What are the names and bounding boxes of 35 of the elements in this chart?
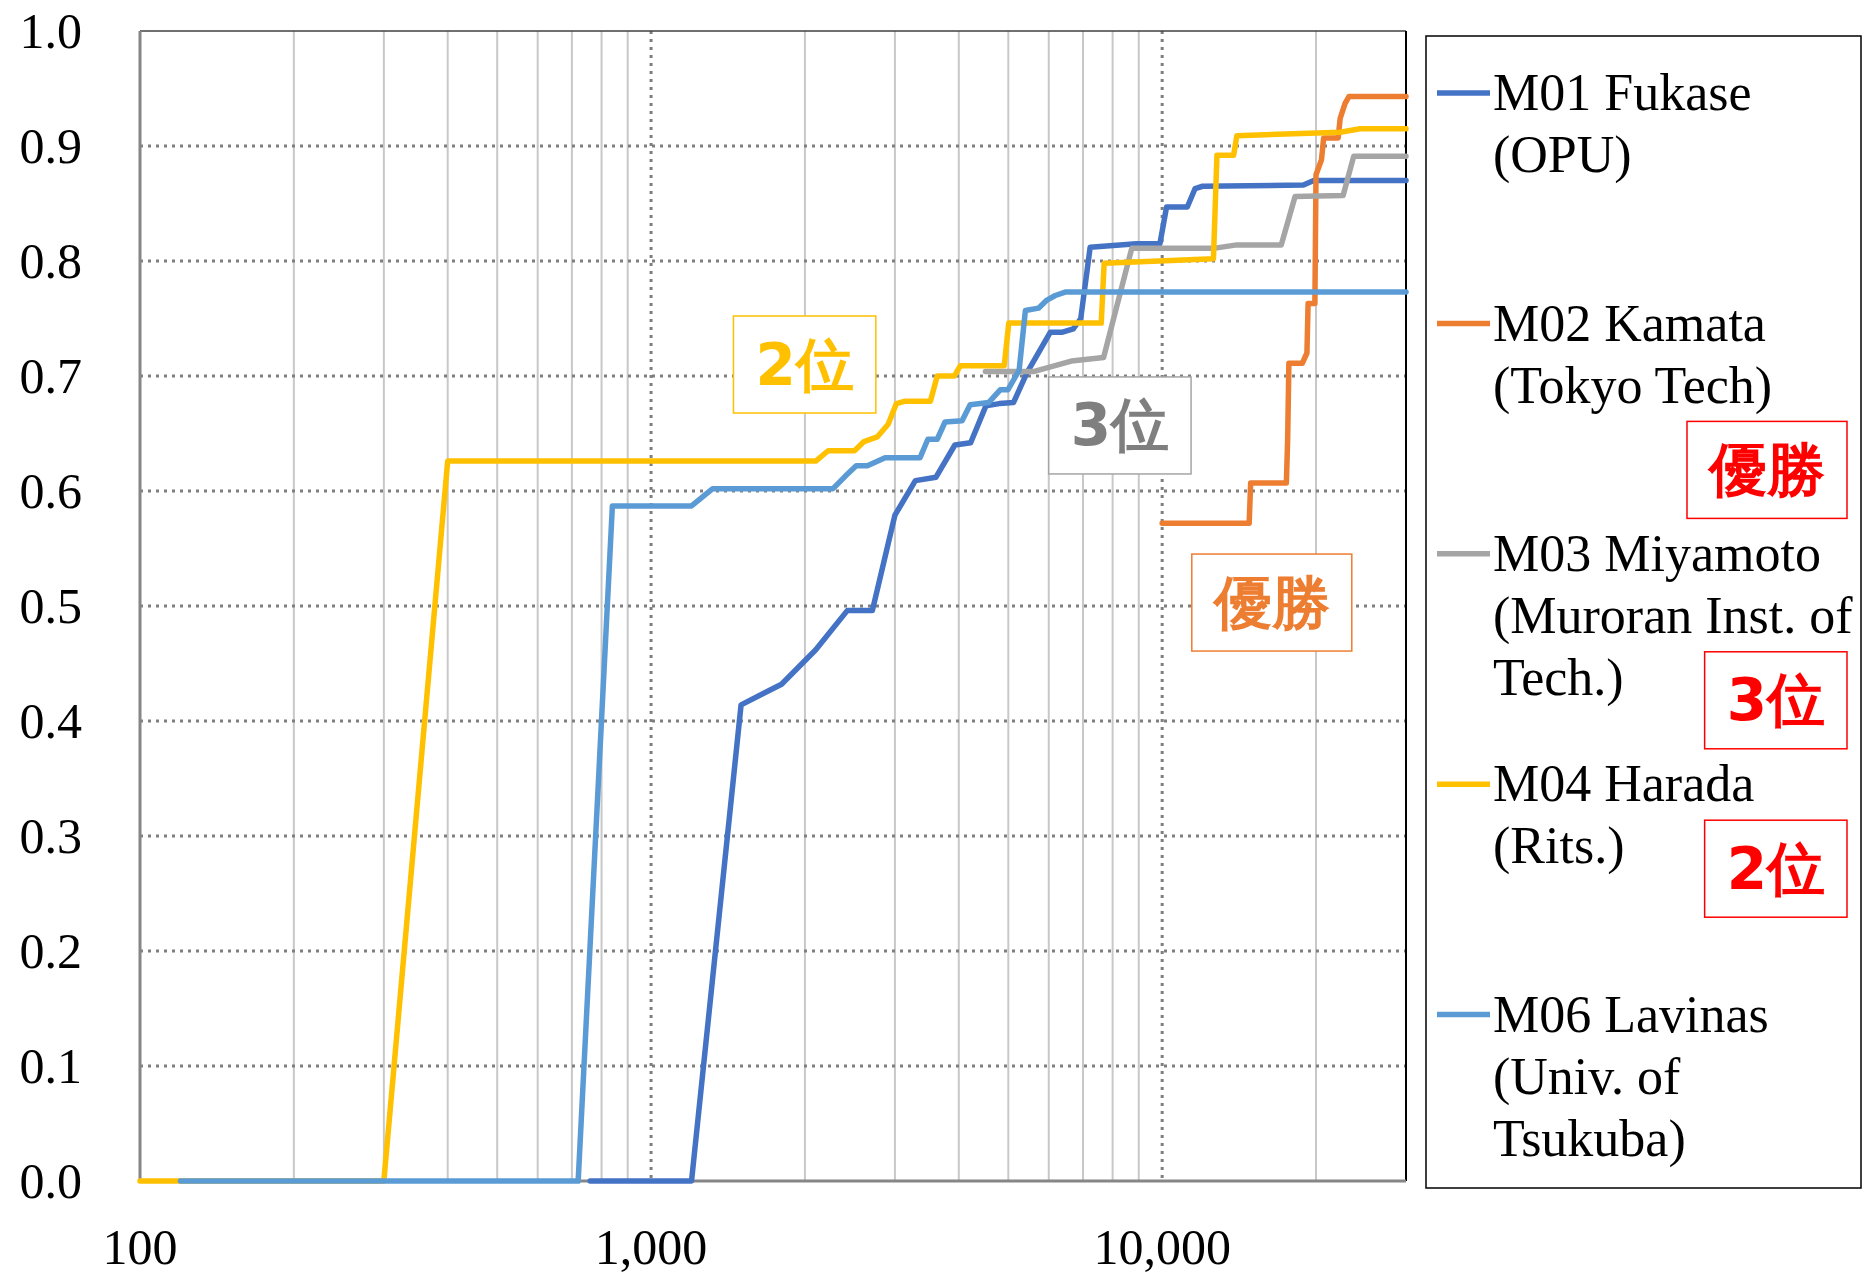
y-tick-label: 0.6 <box>19 463 82 519</box>
y-tick-label: 0.8 <box>19 233 82 289</box>
y-tick-label: 0.4 <box>19 693 82 749</box>
legend-label: M03 Miyamoto <box>1493 525 1821 582</box>
legend-label: (Muroran Inst. of <box>1493 587 1853 644</box>
x-tick-label: 10,000 <box>1093 1219 1231 1272</box>
x-tick-label: 100 <box>102 1219 178 1272</box>
y-tick-label: 1.0 <box>19 3 82 59</box>
legend-label: M04 Harada <box>1493 755 1755 813</box>
y-tick-label: 0.9 <box>19 118 82 174</box>
annotation: 2位 <box>755 330 854 399</box>
legend-label: Tsukuba) <box>1493 1109 1686 1167</box>
annotation: 3位 <box>1047 376 1192 475</box>
annotation: 2位 <box>1703 819 1848 918</box>
annotation: 優勝 <box>1191 553 1353 652</box>
annotation: 3位 <box>1070 391 1170 460</box>
y-tick-label: 0.3 <box>19 808 82 864</box>
y-tick-label: 0.5 <box>19 578 82 634</box>
x-tick-label: 1,000 <box>594 1219 708 1272</box>
legend-label: Tech.) <box>1493 649 1624 706</box>
legend-label: M01 Fukase <box>1493 64 1752 122</box>
y-tick-label: 0.1 <box>19 1038 82 1094</box>
y-tick-label: 0.2 <box>19 923 82 979</box>
legend-label: (OPU) <box>1493 126 1632 184</box>
annotation: 優勝 <box>1211 568 1330 637</box>
annotation: 2位 <box>732 315 877 414</box>
legend-label: M06 Lavinas <box>1493 985 1769 1043</box>
annotation: 3位 <box>1703 651 1848 750</box>
legend-label: (Rits.) <box>1493 817 1625 875</box>
y-tick-label: 0.0 <box>19 1153 82 1209</box>
y-tick-label: 0.7 <box>19 348 82 404</box>
legend-label: (Univ. of <box>1493 1047 1681 1105</box>
legend-label: (Tokyo Tech) <box>1493 356 1773 414</box>
annotation: 優勝 <box>1686 420 1848 520</box>
legend-label: M02 Kamata <box>1493 294 1766 352</box>
